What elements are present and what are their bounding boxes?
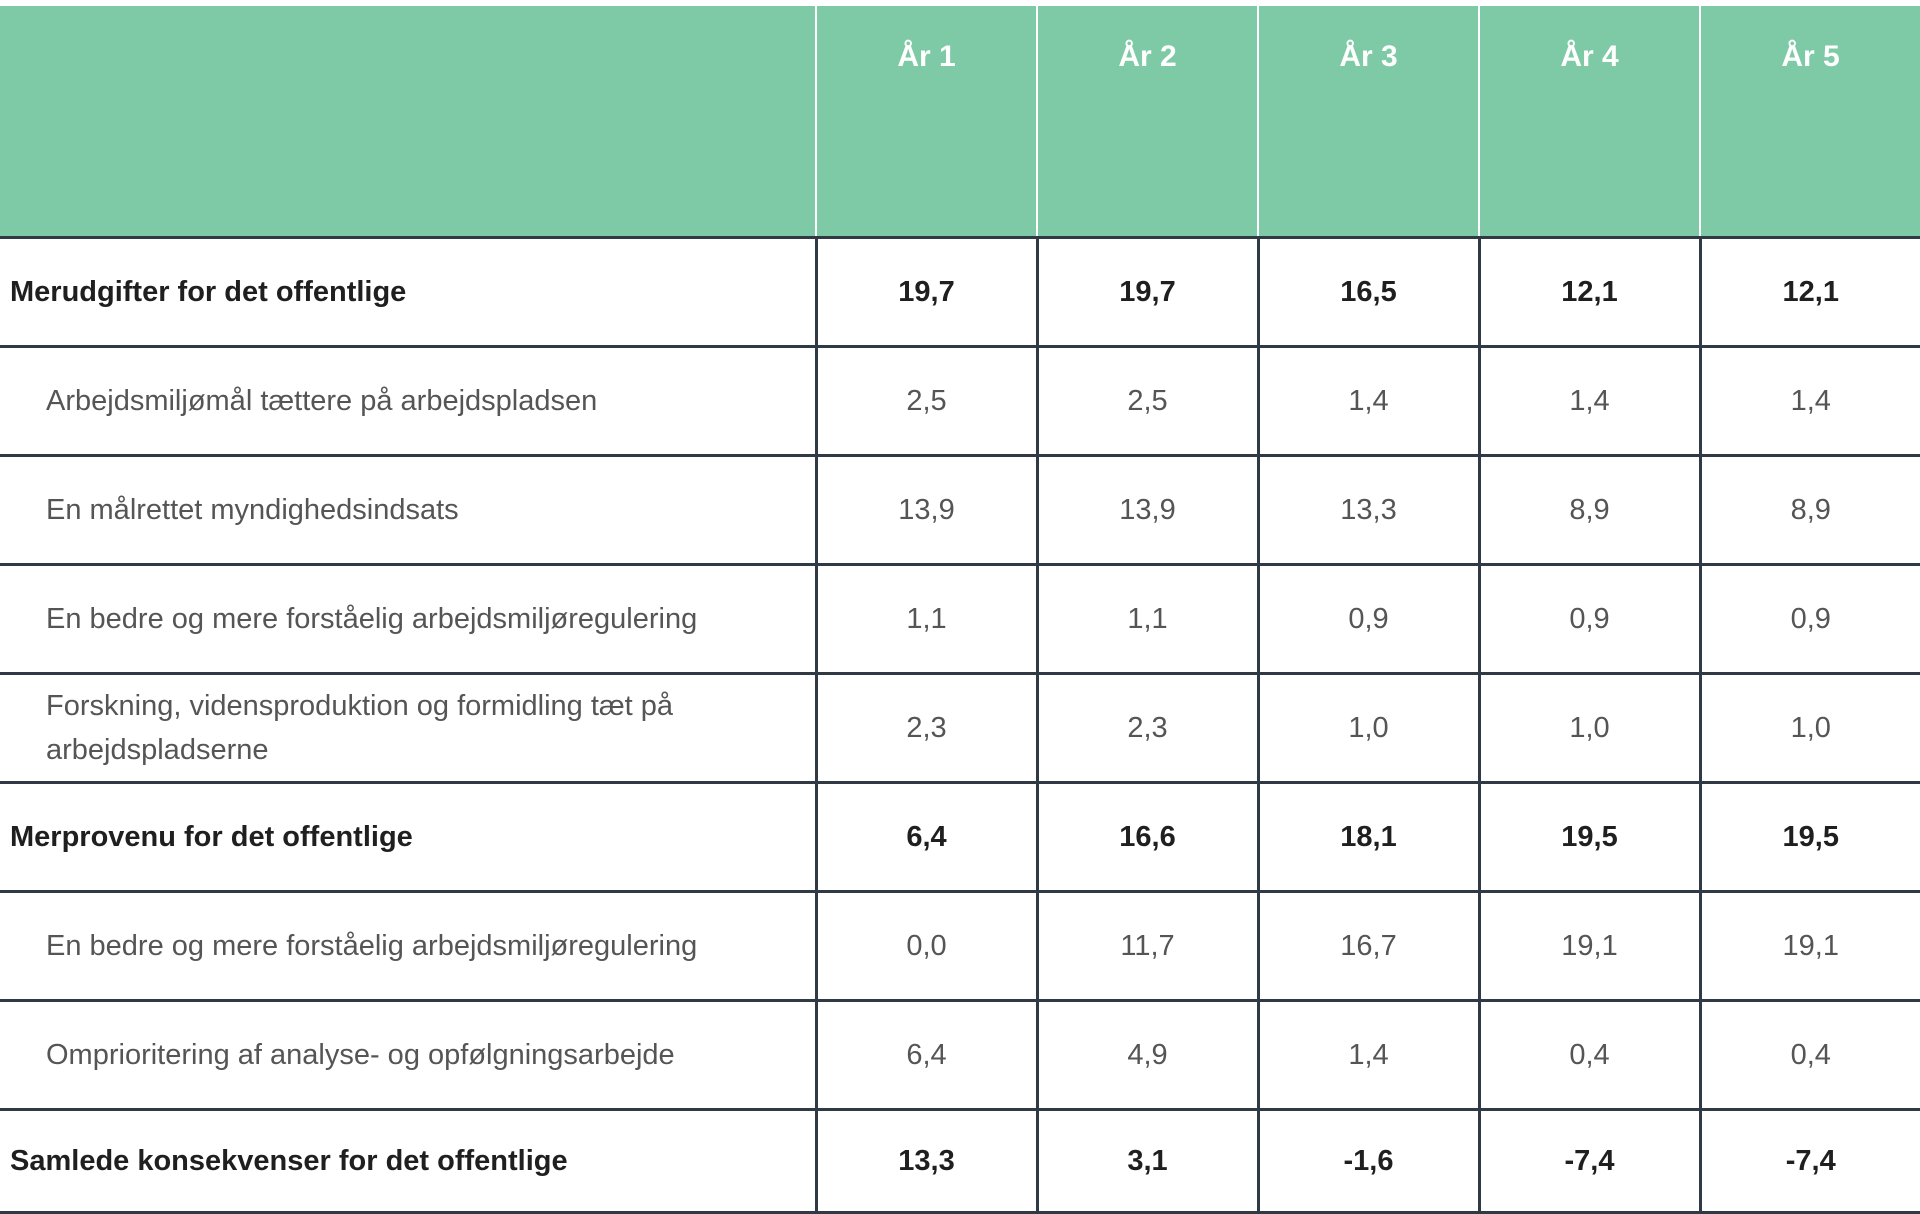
- cell-value: 1,0: [1258, 673, 1481, 784]
- cell-value: 1,0: [1479, 673, 1702, 784]
- cell-value: 19,7: [1037, 237, 1260, 348]
- row-label: En bedre og mere forståelig arbejdsmiljø…: [0, 564, 818, 675]
- header-year-1: År 1: [816, 6, 1038, 239]
- row-label: Omprioritering af analyse- og opfølgning…: [0, 1000, 818, 1111]
- cell-value: 1,0: [1700, 673, 1920, 784]
- cell-value: 0,0: [816, 891, 1039, 1002]
- header-year-3: År 3: [1258, 6, 1480, 239]
- cell-value: 0,9: [1258, 564, 1481, 675]
- table-row: Forskning, vidensproduktion og formidlin…: [0, 673, 1920, 784]
- table-row: En målrettet myndighedsindsats 13,9 13,9…: [0, 455, 1920, 566]
- cell-value: 3,1: [1037, 1109, 1260, 1214]
- cell-value: 1,4: [1258, 346, 1481, 457]
- table-row: En bedre og mere forståelig arbejdsmiljø…: [0, 564, 1920, 675]
- cell-value: 13,9: [1037, 455, 1260, 566]
- cell-value: 11,7: [1037, 891, 1260, 1002]
- cell-value: 6,4: [816, 782, 1039, 893]
- table-row: En bedre og mere forståelig arbejdsmiljø…: [0, 891, 1920, 1002]
- cell-value: -1,6: [1258, 1109, 1481, 1214]
- row-label: Arbejdsmiljømål tættere på arbejdspladse…: [0, 346, 818, 457]
- cell-value: 12,1: [1700, 237, 1920, 348]
- cell-value: 1,4: [1479, 346, 1702, 457]
- row-label: Samlede konsekvenser for det offentlige: [0, 1109, 818, 1214]
- header-label-cell: [0, 6, 817, 239]
- cell-value: 16,6: [1037, 782, 1260, 893]
- cell-value: 2,5: [816, 346, 1039, 457]
- cell-value: 13,3: [816, 1109, 1039, 1214]
- cell-value: 19,1: [1479, 891, 1702, 1002]
- cell-value: 19,1: [1700, 891, 1920, 1002]
- table-row-merprovenu: Merprovenu for det offentlige 6,4 16,6 1…: [0, 782, 1920, 893]
- header-row: År 1 År 2 År 3 År 4 År 5: [0, 6, 1920, 239]
- cell-value: 18,1: [1258, 782, 1481, 893]
- cell-value: 6,4: [816, 1000, 1039, 1111]
- cell-value: 19,5: [1479, 782, 1702, 893]
- cell-value: 8,9: [1479, 455, 1702, 566]
- row-label: Merprovenu for det offentlige: [0, 782, 818, 893]
- cell-value: 19,7: [816, 237, 1039, 348]
- cell-value: 0,4: [1700, 1000, 1920, 1111]
- cell-value: 12,1: [1479, 237, 1702, 348]
- row-label: En bedre og mere forståelig arbejdsmiljø…: [0, 891, 818, 1002]
- cell-value: 2,3: [816, 673, 1039, 784]
- cell-value: 13,9: [816, 455, 1039, 566]
- cell-value: -7,4: [1479, 1109, 1702, 1214]
- cell-value: 1,4: [1700, 346, 1920, 457]
- row-label: Forskning, vidensproduktion og formidlin…: [0, 673, 818, 784]
- row-label: En målrettet myndighedsindsats: [0, 455, 818, 566]
- table-row-samlede: Samlede konsekvenser for det offentlige …: [0, 1109, 1920, 1214]
- cell-value: 13,3: [1258, 455, 1481, 566]
- cell-value: 1,1: [1037, 564, 1260, 675]
- table-row: Omprioritering af analyse- og opfølgning…: [0, 1000, 1920, 1111]
- cell-value: -7,4: [1700, 1109, 1920, 1214]
- cell-value: 8,9: [1700, 455, 1920, 566]
- cell-value: 2,3: [1037, 673, 1260, 784]
- header-year-4: År 4: [1479, 6, 1701, 239]
- cell-value: 0,4: [1479, 1000, 1702, 1111]
- cell-value: 16,5: [1258, 237, 1481, 348]
- cell-value: 4,9: [1037, 1000, 1260, 1111]
- cell-value: 0,9: [1479, 564, 1702, 675]
- header-year-2: År 2: [1037, 6, 1259, 239]
- cell-value: 0,9: [1700, 564, 1920, 675]
- cell-value: 19,5: [1700, 782, 1920, 893]
- header-year-5: År 5: [1700, 6, 1920, 239]
- table-row: Arbejdsmiljømål tættere på arbejdspladse…: [0, 346, 1920, 457]
- table-row-merudgifter: Merudgifter for det offentlige 19,7 19,7…: [0, 237, 1920, 348]
- cell-value: 1,1: [816, 564, 1039, 675]
- budget-table: År 1 År 2 År 3 År 4 År 5 Merudgifter for…: [0, 6, 1920, 1214]
- cell-value: 1,4: [1258, 1000, 1481, 1111]
- cell-value: 16,7: [1258, 891, 1481, 1002]
- row-label: Merudgifter for det offentlige: [0, 237, 818, 348]
- cell-value: 2,5: [1037, 346, 1260, 457]
